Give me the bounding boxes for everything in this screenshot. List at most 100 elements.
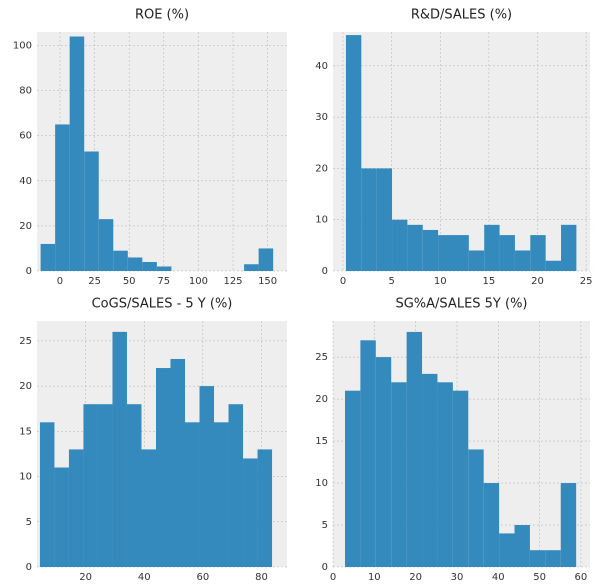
bar xyxy=(514,525,530,567)
bar xyxy=(98,219,114,271)
bar xyxy=(484,224,500,271)
bar xyxy=(199,386,215,567)
x-tick-label: 20 xyxy=(531,276,544,287)
bar xyxy=(243,458,258,567)
bar xyxy=(345,35,362,271)
bar xyxy=(391,382,407,567)
bar xyxy=(453,235,469,271)
bar xyxy=(561,224,577,271)
bar xyxy=(560,483,577,567)
chart-title: CoGS/SALES - 5 Y (%) xyxy=(92,297,233,312)
y-tick-label: 0 xyxy=(26,562,32,573)
bar xyxy=(40,243,56,271)
bar xyxy=(54,467,69,567)
bar xyxy=(422,373,438,567)
x-tick-label: 25 xyxy=(88,276,101,287)
y-tick-label: 5 xyxy=(26,517,32,528)
y-tick-label: 20 xyxy=(315,394,328,405)
chart-title: R&D/SALES (%) xyxy=(411,8,512,23)
bar xyxy=(155,368,171,567)
y-tick-label: 0 xyxy=(26,266,32,277)
bar xyxy=(112,331,127,567)
y-tick-label: 10 xyxy=(315,478,328,489)
bar xyxy=(97,404,113,567)
x-tick-label: 20 xyxy=(409,572,422,583)
x-tick-label: 60 xyxy=(575,572,588,583)
bar xyxy=(545,260,562,271)
bar xyxy=(344,390,361,567)
bar xyxy=(69,36,85,272)
bar xyxy=(361,168,377,271)
bar xyxy=(514,250,531,271)
y-tick-label: 40 xyxy=(315,61,328,72)
y-tick-label: 15 xyxy=(19,426,32,437)
bar xyxy=(529,550,546,567)
x-tick-label: 150 xyxy=(258,276,277,287)
y-tick-label: 10 xyxy=(315,215,328,226)
bar xyxy=(438,235,454,271)
y-tick-label: 40 xyxy=(19,176,32,187)
x-tick-label: 10 xyxy=(434,276,447,287)
bar xyxy=(452,390,469,567)
bar xyxy=(406,331,423,567)
x-tick-label: 25 xyxy=(580,276,593,287)
x-tick-label: 60 xyxy=(197,572,210,583)
bar xyxy=(407,224,423,271)
bar xyxy=(499,533,515,567)
x-tick-label: 20 xyxy=(79,572,92,583)
bar xyxy=(483,483,500,567)
x-tick-label: 0 xyxy=(330,572,336,583)
y-tick-label: 30 xyxy=(315,112,328,123)
y-tick-label: 20 xyxy=(315,163,328,174)
bar xyxy=(375,357,392,567)
bar xyxy=(84,151,99,271)
x-tick-label: 75 xyxy=(157,276,170,287)
x-tick-label: 5 xyxy=(388,276,394,287)
bar xyxy=(422,229,439,271)
bar xyxy=(214,422,229,567)
y-tick-label: 100 xyxy=(13,41,32,52)
y-tick-label: 10 xyxy=(19,472,32,483)
bar xyxy=(376,168,393,271)
bar xyxy=(468,449,484,567)
bar xyxy=(530,235,546,271)
y-tick-label: 25 xyxy=(19,336,32,347)
x-tick-label: 0 xyxy=(57,276,63,287)
x-tick-label: 80 xyxy=(255,572,268,583)
bar xyxy=(392,219,408,271)
x-tick-label: 40 xyxy=(492,572,505,583)
x-tick-label: 125 xyxy=(223,276,242,287)
bar xyxy=(258,248,274,271)
bar xyxy=(499,235,515,271)
x-tick-label: 40 xyxy=(138,572,151,583)
y-tick-label: 0 xyxy=(322,562,328,573)
bar xyxy=(55,124,70,272)
x-tick-label: 100 xyxy=(189,276,208,287)
bar xyxy=(142,261,157,271)
bar xyxy=(545,550,561,567)
y-tick-label: 60 xyxy=(19,131,32,142)
y-tick-label: 15 xyxy=(315,436,328,447)
bar xyxy=(141,449,156,567)
chart-title: ROE (%) xyxy=(135,8,189,23)
bar xyxy=(185,422,200,567)
x-tick-label: 50 xyxy=(123,276,136,287)
bar xyxy=(468,250,485,271)
bar xyxy=(360,340,376,567)
bar xyxy=(156,266,172,271)
bar xyxy=(126,404,142,567)
chart-title: SG%A/SALES 5Y (%) xyxy=(395,297,527,312)
x-tick-label: 30 xyxy=(451,572,464,583)
y-tick-label: 25 xyxy=(315,352,328,363)
x-tick-label: 50 xyxy=(533,572,546,583)
bar xyxy=(257,449,273,567)
bar xyxy=(244,264,259,271)
x-tick-label: 0 xyxy=(340,276,346,287)
bar xyxy=(127,257,143,271)
y-tick-label: 20 xyxy=(19,381,32,392)
bar xyxy=(113,250,128,271)
y-tick-label: 5 xyxy=(322,520,328,531)
y-tick-label: 20 xyxy=(19,221,32,232)
bar xyxy=(228,404,244,567)
y-tick-label: 80 xyxy=(19,86,32,97)
